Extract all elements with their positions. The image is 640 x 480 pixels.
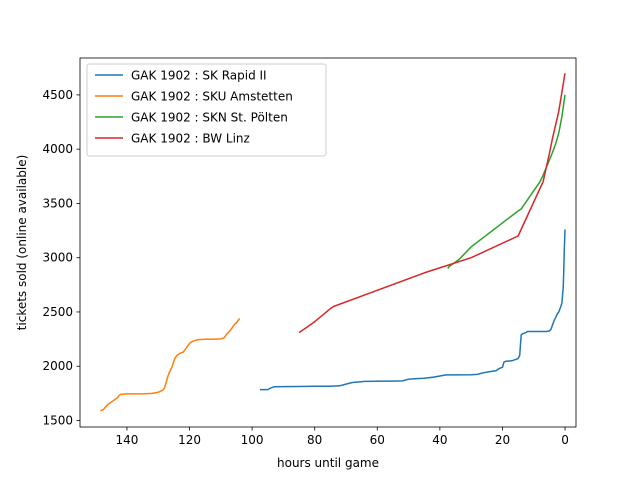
series-line-1	[259, 229, 566, 391]
x-axis: 140 120 100 80 60 40 20 0	[115, 427, 569, 447]
plot-frame	[79, 57, 577, 428]
series-line-2	[100, 318, 241, 412]
legend-label: GAK 1902 : SKU Amstetten	[131, 90, 293, 104]
x-tick-label: 80	[307, 433, 322, 447]
x-tick-label: 100	[241, 433, 264, 447]
y-tick-label: 2000	[42, 359, 73, 373]
x-axis-label: hours until game	[277, 456, 379, 470]
x-tick-label: 120	[178, 433, 201, 447]
series-line-3	[447, 94, 566, 269]
legend-label: GAK 1902 : SK Rapid II	[131, 69, 267, 83]
x-tick-label: 40	[432, 433, 447, 447]
series-layer	[100, 73, 566, 412]
legend-label: GAK 1902 : SKN St. Pölten	[131, 111, 288, 125]
y-tick-label: 3500	[42, 196, 73, 210]
series-line-4	[298, 73, 566, 334]
x-tick-label: 0	[561, 433, 569, 447]
y-tick-label: 2500	[42, 305, 73, 319]
y-tick-label: 1500	[42, 413, 73, 427]
y-axis: 1500 2000 2500 3000 3500 4000 4500	[42, 88, 80, 427]
legend-frame	[86, 63, 327, 157]
legend-label: GAK 1902 : BW Linz	[131, 132, 250, 146]
y-tick-label: 3000	[42, 251, 73, 265]
legend: GAK 1902 : SK Rapid II GAK 1902 : SKU Ams…	[86, 63, 327, 157]
x-tick-label: 60	[370, 433, 385, 447]
y-tick-label: 4000	[42, 142, 73, 156]
x-tick-label: 140	[115, 433, 138, 447]
x-tick-label: 20	[495, 433, 510, 447]
y-tick-label: 4500	[42, 88, 73, 102]
y-axis-label: tickets sold (online available)	[15, 155, 29, 331]
